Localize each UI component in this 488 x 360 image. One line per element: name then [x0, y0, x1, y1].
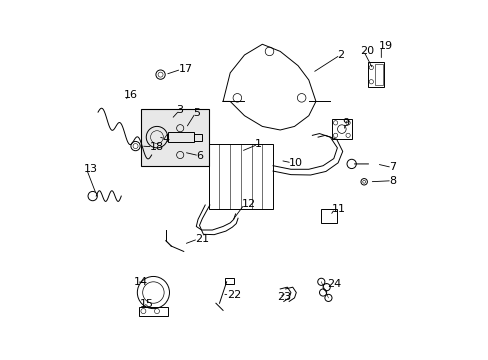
Text: 4: 4: [162, 134, 169, 144]
Text: 20: 20: [360, 46, 374, 56]
Text: 5: 5: [192, 108, 199, 118]
Text: 8: 8: [388, 176, 395, 186]
Text: 3: 3: [176, 105, 183, 115]
Text: 18: 18: [149, 142, 163, 152]
Text: 1: 1: [255, 139, 262, 149]
Bar: [331, 119, 351, 139]
Text: 24: 24: [326, 279, 340, 289]
Bar: [321, 208, 337, 223]
Bar: [139, 307, 167, 316]
Text: 10: 10: [288, 158, 303, 168]
Text: 13: 13: [83, 164, 98, 174]
Text: 23: 23: [276, 292, 290, 302]
Bar: [374, 64, 382, 85]
Text: 6: 6: [196, 151, 203, 161]
Text: 14: 14: [134, 277, 147, 287]
Text: 21: 21: [195, 234, 209, 244]
Text: 12: 12: [241, 199, 255, 209]
Bar: [224, 278, 233, 284]
Text: 9: 9: [342, 118, 349, 128]
Text: 22: 22: [226, 290, 241, 300]
Text: 2: 2: [337, 50, 344, 60]
Text: 19: 19: [378, 41, 392, 51]
Bar: [208, 144, 272, 208]
Bar: [167, 132, 194, 143]
Text: 15: 15: [140, 299, 154, 309]
Text: 11: 11: [331, 203, 346, 213]
FancyBboxPatch shape: [141, 109, 208, 166]
Bar: [194, 134, 201, 141]
Text: 16: 16: [124, 90, 138, 100]
Text: 17: 17: [178, 64, 192, 74]
Bar: [367, 62, 383, 87]
Text: 7: 7: [388, 162, 395, 172]
